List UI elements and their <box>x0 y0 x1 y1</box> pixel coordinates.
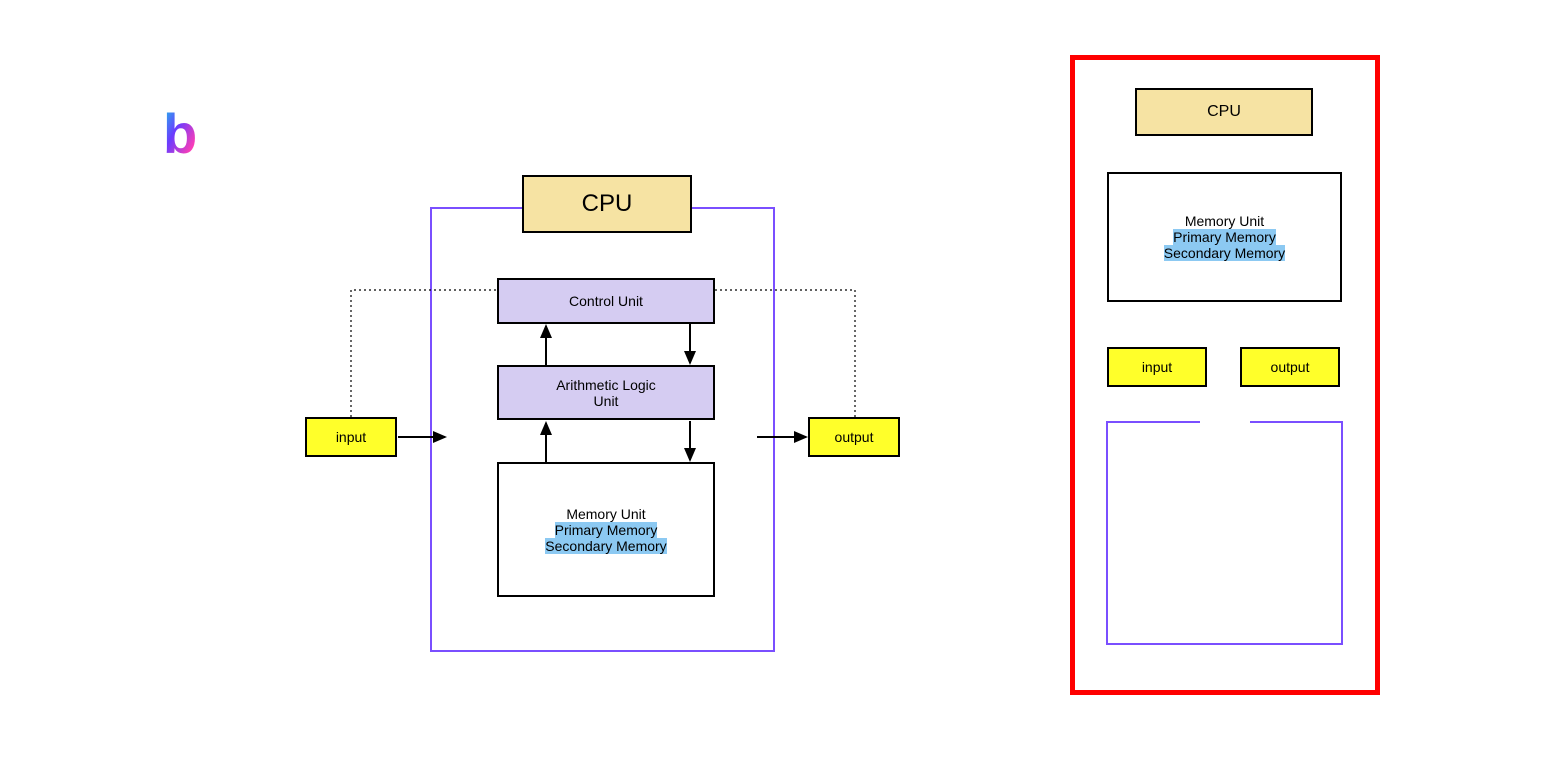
memory-line2: Primary Memory <box>555 522 658 538</box>
alu-line2: Unit <box>594 393 619 409</box>
side-memory-unit: Memory Unit Primary Memory Secondary Mem… <box>1107 172 1342 302</box>
main-output-box: output <box>808 417 900 457</box>
logo: b <box>155 105 215 170</box>
main-control-unit: Control Unit <box>497 278 715 324</box>
main-input-box: input <box>305 417 397 457</box>
output-label: output <box>835 428 874 446</box>
main-memory-unit: Memory Unit Primary Memory Secondary Mem… <box>497 462 715 597</box>
input-label: input <box>336 428 366 446</box>
side-cpu-box: CPU <box>1135 88 1313 136</box>
main-alu: Arithmetic Logic Unit <box>497 365 715 420</box>
side-output-box: output <box>1240 347 1340 387</box>
side-mem-line2: Primary Memory <box>1173 229 1276 245</box>
alu-line1: Arithmetic Logic <box>556 377 656 393</box>
side-mem-line1: Memory Unit <box>1185 213 1264 229</box>
side-output-label: output <box>1271 358 1310 376</box>
main-cpu-label: CPU <box>582 188 633 219</box>
side-input-label: input <box>1142 358 1172 376</box>
side-cpu-label: CPU <box>1207 102 1241 123</box>
memory-line3: Secondary Memory <box>545 538 666 554</box>
memory-line1: Memory Unit <box>566 506 645 522</box>
control-unit-label: Control Unit <box>569 292 643 310</box>
svg-text:b: b <box>163 105 197 165</box>
side-mem-line3: Secondary Memory <box>1164 245 1285 261</box>
main-cpu-box: CPU <box>522 175 692 233</box>
side-input-box: input <box>1107 347 1207 387</box>
